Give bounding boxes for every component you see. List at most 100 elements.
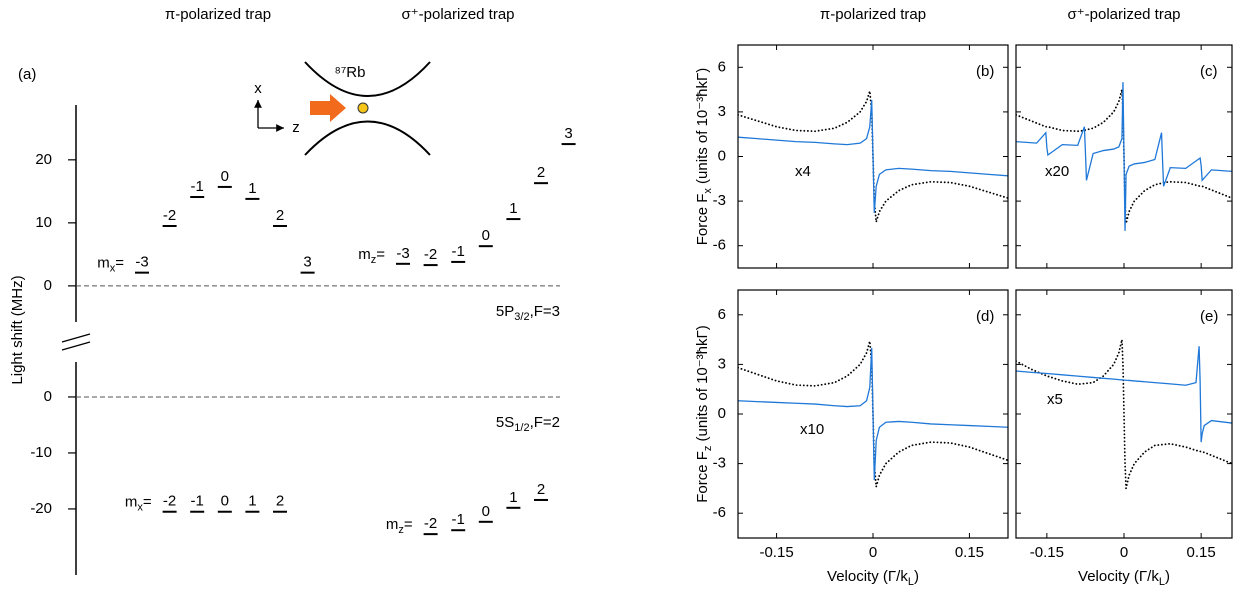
- level-prefix-part: m: [125, 494, 138, 511]
- level-label: 0: [221, 493, 229, 510]
- level-label: -3: [135, 254, 148, 271]
- y-tick-label: 0: [44, 388, 52, 405]
- state-label-part: ,F=2: [530, 414, 560, 431]
- panel-label: (c): [1200, 63, 1218, 80]
- x-axis-label: Velocity (Γ/kL): [1078, 568, 1170, 588]
- level-prefix-part: m: [358, 246, 371, 263]
- level-prefix: mx=: [97, 255, 124, 275]
- y-tick-label: 6: [718, 58, 726, 75]
- level-prefix-part: z: [398, 524, 404, 536]
- inset-drawing: [254, 61, 431, 156]
- state-label: 5P3/2,F=3: [496, 303, 560, 323]
- line: [738, 347, 1008, 481]
- level-label: 2: [537, 481, 545, 498]
- level-label: -2: [163, 207, 176, 224]
- line: [1016, 346, 1232, 443]
- column-title: σ⁺-polarized trap: [401, 6, 514, 23]
- line: [1016, 339, 1232, 489]
- panel-label: (e): [1200, 308, 1218, 325]
- level-label: 0: [482, 503, 490, 520]
- y-axis-label-part: x: [702, 188, 714, 194]
- x-tick-label: -0.15: [759, 544, 793, 561]
- level-prefix-part: m: [386, 516, 399, 533]
- y-axis-label-part: (units of 10⁻³ħkΓ): [694, 325, 711, 445]
- y-tick-label: -20: [30, 500, 52, 517]
- level-label: -2: [424, 515, 437, 532]
- scale-label: x4: [795, 163, 811, 180]
- axis-break: [61, 341, 91, 351]
- x-tick-label: 0.15: [1187, 544, 1216, 561]
- state-label: 5S1/2,F=2: [496, 414, 560, 434]
- y-tick-label: 10: [35, 214, 52, 231]
- x-axis-label-part: Velocity (Γ/k: [827, 568, 908, 585]
- axis-name: z: [292, 119, 300, 136]
- y-tick-label: -3: [713, 192, 726, 209]
- panel-label: (b): [976, 63, 994, 80]
- state-label-part: 3/2: [514, 311, 529, 323]
- y-tick-label: -6: [713, 504, 726, 521]
- axis-name: x: [254, 80, 262, 97]
- x-tick-label: 0.15: [955, 544, 984, 561]
- atom-label: ⁸⁷Rb: [335, 64, 366, 81]
- x-tick-label: 0: [869, 544, 877, 561]
- level-label: 2: [276, 493, 284, 510]
- level-prefix-part: x: [110, 263, 116, 275]
- line: [738, 341, 1008, 487]
- y-axis-label-part: Force F: [694, 451, 711, 503]
- y-tick-label: 3: [718, 355, 726, 372]
- panel-label: (d): [976, 308, 994, 325]
- x-axis-label-part: L: [908, 576, 914, 588]
- level-prefix-part: =: [143, 494, 152, 511]
- x-axis-label-part: ): [1165, 568, 1170, 585]
- x-axis-label-part: ): [914, 568, 919, 585]
- x-axis-label-part: Velocity (Γ/k: [1078, 568, 1159, 585]
- level-prefix-part: x: [137, 502, 143, 514]
- column-title: π-polarized trap: [820, 6, 926, 23]
- y-tick-label: 0: [718, 147, 726, 164]
- x-tick-label: 0: [1120, 544, 1128, 561]
- level-label: 0: [221, 168, 229, 185]
- level-label: 1: [509, 200, 517, 217]
- x-axis-label-part: L: [1159, 576, 1165, 588]
- y-axis-label: Force Fz (units of 10⁻³ħkΓ): [694, 325, 714, 503]
- level-label: 1: [248, 493, 256, 510]
- level-label: 0: [482, 227, 490, 244]
- level-label: -1: [452, 243, 465, 260]
- level-label: 2: [276, 207, 284, 224]
- level-prefix-part: m: [97, 255, 110, 272]
- y-tick-label: 20: [35, 151, 52, 168]
- y-tick-label: -3: [713, 455, 726, 472]
- level-label: -1: [191, 493, 204, 510]
- level-label: -2: [163, 493, 176, 510]
- mirror: [304, 61, 431, 97]
- scale-label: x10: [800, 421, 824, 438]
- level-label: 1: [509, 489, 517, 506]
- y-axis-label: Force Fx (units of 10⁻³ħkΓ): [694, 68, 714, 246]
- level-label: -2: [424, 246, 437, 263]
- level-label: -1: [191, 178, 204, 195]
- line: [738, 90, 1008, 223]
- y-tick-label: 0: [718, 405, 726, 422]
- level-label: -1: [452, 511, 465, 528]
- y-axis-label: Light shift (MHz): [9, 275, 26, 384]
- level-label: 2: [537, 164, 545, 181]
- panel-label: (a): [18, 66, 36, 83]
- level-label: 3: [303, 254, 311, 271]
- atom: [357, 102, 369, 114]
- state-label-part: ,F=3: [530, 303, 560, 320]
- level-prefix: mz=: [386, 516, 413, 536]
- level-label: 3: [564, 125, 572, 142]
- column-title: σ⁺-polarized trap: [1067, 6, 1180, 23]
- mirror: [304, 120, 431, 156]
- line: [1016, 82, 1232, 231]
- level-prefix: mx=: [125, 494, 152, 514]
- x-axis-label: Velocity (Γ/kL): [827, 568, 919, 588]
- line: [738, 99, 1008, 214]
- level-label: -3: [396, 245, 409, 262]
- level-label: 1: [248, 180, 256, 197]
- column-title: π-polarized trap: [165, 6, 271, 23]
- axis-break: [61, 333, 91, 343]
- y-tick-label: 0: [44, 277, 52, 294]
